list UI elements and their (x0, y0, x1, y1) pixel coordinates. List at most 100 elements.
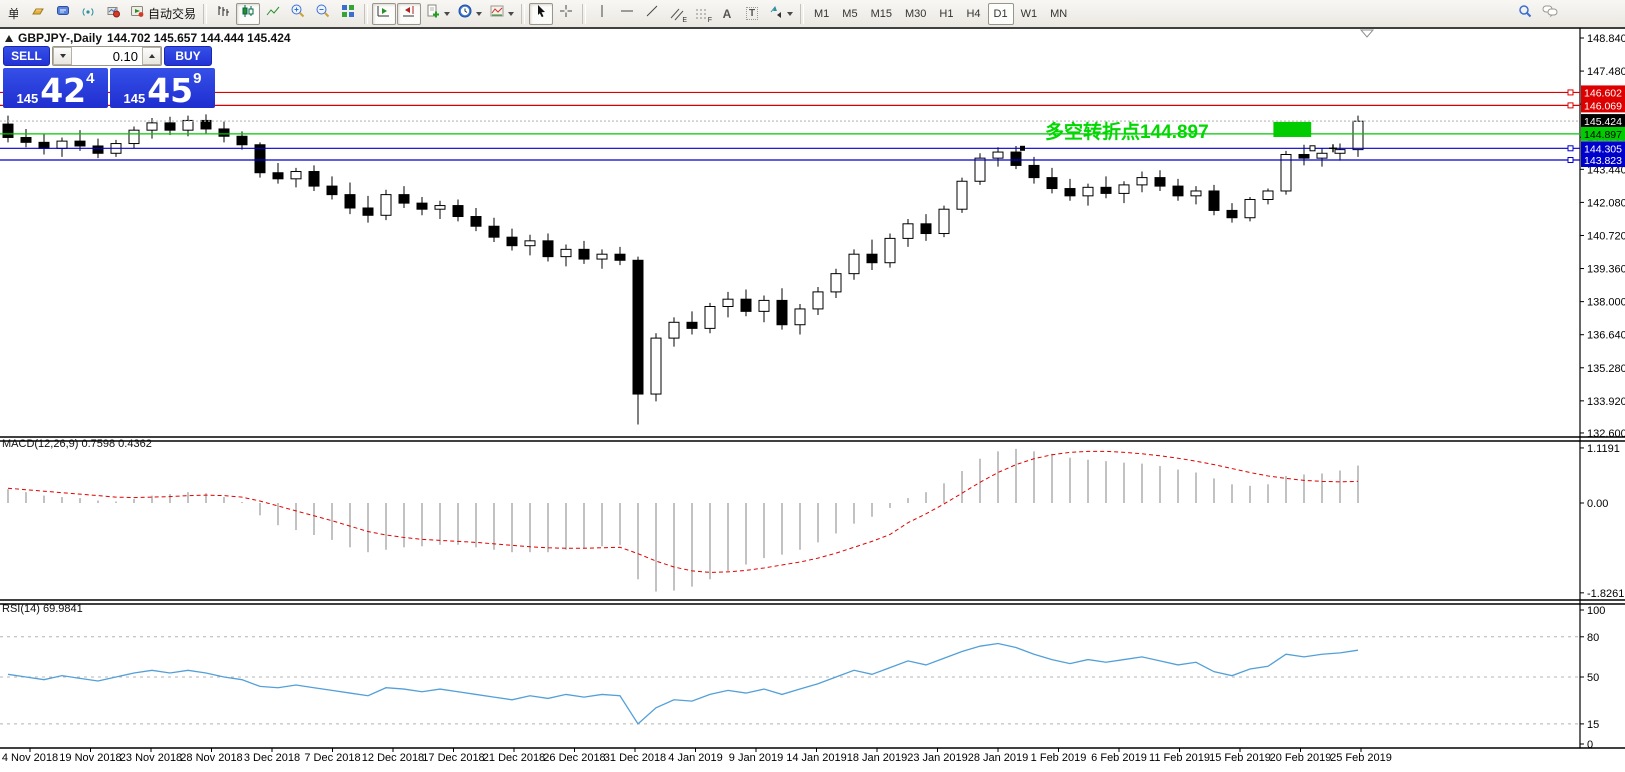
dropdown-caret-icon (476, 11, 483, 16)
volume-input[interactable] (72, 47, 142, 65)
tf-m30[interactable]: M30 (904, 7, 927, 20)
clock-icon (457, 3, 473, 24)
volume-increase-button[interactable] (142, 47, 161, 65)
ask-price-box[interactable]: 145 45 9 (110, 68, 215, 108)
trendline-icon (644, 3, 660, 24)
market-cart-button[interactable] (101, 3, 125, 25)
bar-chart-icon (215, 3, 231, 24)
fibonacci-icon: F (696, 9, 713, 24)
svg-text:3 Dec 2018: 3 Dec 2018 (244, 752, 300, 764)
search-button[interactable] (1513, 3, 1537, 25)
volume-stepper (52, 46, 162, 66)
svg-text:12 Dec 2018: 12 Dec 2018 (362, 752, 424, 764)
shapes-button[interactable] (765, 3, 796, 25)
tile-windows-button[interactable] (336, 3, 360, 25)
svg-text:132.600: 132.600 (1587, 428, 1625, 440)
autotrade-label: 自动交易 (148, 7, 197, 21)
periods-button[interactable] (454, 3, 485, 25)
tf-h1[interactable]: H1 (939, 7, 954, 20)
line-chart-button[interactable] (261, 3, 285, 25)
svg-text:140.720: 140.720 (1587, 230, 1625, 242)
dropdown-caret-icon (508, 11, 515, 16)
svg-text:15: 15 (1587, 719, 1599, 731)
market-button[interactable] (26, 3, 50, 25)
bid-big-figure: 145 (16, 91, 39, 106)
one-click-trade-panel: SELL BUY 145 42 4 145 45 9 (3, 46, 215, 108)
chart-shift-icon (401, 3, 417, 24)
zoom-in-icon (290, 3, 306, 24)
ask-pips: 45 (147, 70, 194, 110)
autoscroll-button[interactable] (372, 2, 397, 25)
autotrade-button[interactable]: 自动交易 (126, 3, 199, 25)
symbol-title: GBPJPY-,Daily (18, 31, 103, 45)
ask-big-figure: 145 (123, 91, 146, 106)
chat-button[interactable] (1538, 3, 1562, 25)
templates-button[interactable] (486, 3, 517, 25)
zoom-in-button[interactable] (286, 3, 310, 25)
vertical-line-button[interactable] (590, 3, 614, 25)
chart-shift-button[interactable] (397, 2, 422, 25)
svg-text:15 Feb 2019: 15 Feb 2019 (1209, 752, 1271, 764)
template-icon (489, 3, 505, 24)
svg-text:143.823: 143.823 (1584, 155, 1622, 167)
svg-text:0: 0 (1587, 739, 1593, 751)
tf-d1[interactable]: D1 (987, 2, 1014, 25)
macd-indicator-label: MACD(12,26,9) 0.7598 0.4362 (2, 438, 152, 450)
cart-icon (105, 3, 121, 24)
svg-text:1 Feb 2019: 1 Feb 2019 (1031, 752, 1087, 764)
svg-text:7 Dec 2018: 7 Dec 2018 (304, 752, 360, 764)
svg-text:23 Nov 2018: 23 Nov 2018 (120, 752, 182, 764)
bid-price-box[interactable]: 145 42 4 (3, 68, 108, 108)
svg-text:138.000: 138.000 (1587, 297, 1625, 309)
svg-text:1.1191: 1.1191 (1587, 443, 1620, 455)
horizontal-line-button[interactable] (615, 3, 639, 25)
caret-up-icon (148, 54, 155, 58)
signals-button[interactable] (76, 3, 100, 25)
crosshair-button[interactable] (554, 3, 578, 25)
tile-windows-icon (340, 3, 356, 24)
tf-m5[interactable]: M5 (842, 7, 858, 20)
tf-mn[interactable]: MN (1050, 7, 1068, 20)
label-tool-button[interactable]: T (740, 3, 764, 25)
svg-text:143.440: 143.440 (1587, 164, 1625, 176)
svg-text:-1.8261: -1.8261 (1587, 588, 1624, 600)
svg-text:28 Nov 2018: 28 Nov 2018 (180, 752, 242, 764)
gold-ingot-icon (30, 3, 46, 24)
new-order-button[interactable]: 单 (1, 3, 25, 25)
bar-chart-button[interactable] (211, 3, 235, 25)
candlestick-chart-button[interactable] (236, 2, 261, 25)
ohlc-values: 144.702 145.657 144.444 145.424 (107, 31, 291, 45)
buy-button[interactable]: BUY (164, 46, 212, 66)
trendline-button[interactable] (640, 3, 664, 25)
chat-icon (1541, 3, 1559, 24)
svg-text:145.424: 145.424 (1584, 116, 1622, 128)
tf-w1[interactable]: W1 (1020, 7, 1038, 20)
toolbar-separator (521, 3, 526, 24)
svg-text:144.305: 144.305 (1584, 143, 1622, 155)
community-button[interactable] (51, 3, 75, 25)
svg-text:20 Feb 2019: 20 Feb 2019 (1270, 752, 1332, 764)
tf-m15[interactable]: M15 (870, 7, 892, 20)
cursor-button[interactable] (529, 2, 554, 25)
fibonacci-button[interactable]: F (690, 3, 714, 25)
volume-decrease-button[interactable] (53, 47, 72, 65)
zoom-out-button[interactable] (311, 3, 335, 25)
svg-text:4 Jan 2019: 4 Jan 2019 (668, 752, 722, 764)
text-tool-button[interactable]: A (715, 3, 739, 25)
svg-text:21 Dec 2018: 21 Dec 2018 (483, 752, 545, 764)
sell-button[interactable]: SELL (3, 46, 50, 66)
text-tool-icon: A (722, 6, 732, 21)
tf-m1[interactable]: M1 (814, 7, 830, 20)
search-icon (1517, 3, 1533, 24)
broadcast-icon (80, 3, 96, 24)
channel-button[interactable]: E (665, 3, 689, 25)
cursor-icon (533, 3, 549, 24)
pivot-annotation: 多空转折点144.897 (1045, 122, 1209, 143)
tf-h4[interactable]: H4 (966, 7, 981, 20)
svg-text:136.640: 136.640 (1587, 330, 1625, 342)
indicators-button[interactable] (422, 3, 453, 25)
svg-text:80: 80 (1587, 632, 1599, 644)
